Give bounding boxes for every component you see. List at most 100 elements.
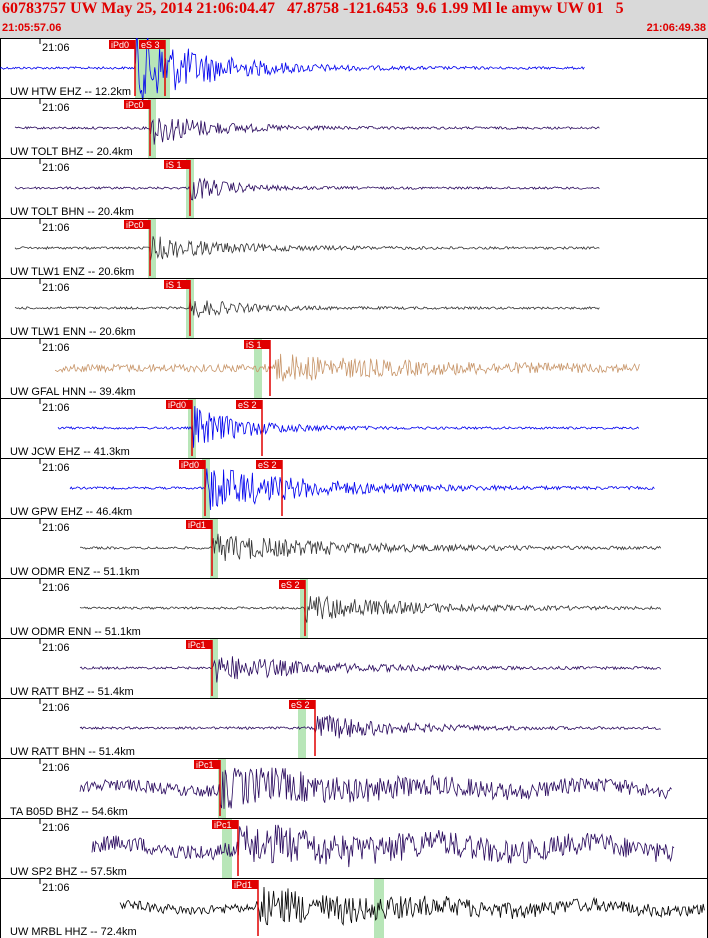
- trace-time: 21:06: [42, 282, 70, 294]
- trace-panel: iPd1 21:06 UW ODMR ENZ -- 51.1km: [0, 518, 708, 579]
- pick-label: iPc0: [126, 220, 144, 230]
- trace-time: 21:06: [42, 582, 70, 594]
- trace-panel: eS 2 21:06 UW ODMR ENN -- 51.1km: [0, 578, 708, 639]
- phase-pick[interactable]: iS 1: [164, 160, 191, 216]
- pick-label: eS 2: [238, 400, 257, 410]
- phase-pick[interactable]: iPd0: [109, 40, 136, 96]
- phase-pick[interactable]: iPd1: [186, 520, 213, 576]
- trace-time: 21:06: [42, 882, 70, 894]
- pick-label: iPd0: [181, 460, 199, 470]
- trace-time: 21:06: [42, 162, 70, 174]
- station-label: UW ODMR ENZ -- 51.1km: [10, 566, 140, 578]
- waveform: [54, 353, 640, 382]
- pick-label: eS 2: [281, 580, 300, 590]
- pick-label: eS 2: [258, 460, 277, 470]
- trace-time: 21:06: [42, 42, 70, 54]
- trace-panel: iPd0 eS 2 21:06 UW JCW EHZ -- 41.3km: [0, 398, 708, 459]
- pick-label: iPc0: [126, 100, 144, 110]
- trace-panel: iPc1 21:06 UW SP2 BHZ -- 57.5km: [0, 818, 708, 879]
- phase-pick[interactable]: eS 2: [289, 700, 316, 756]
- station-label: UW TLW1 ENN -- 20.6km: [10, 326, 136, 338]
- pick-label: iPd0: [111, 40, 129, 50]
- waveform: [79, 595, 662, 623]
- station-label: UW ODMR ENN -- 51.1km: [10, 626, 141, 638]
- phase-pick[interactable]: iPd1: [232, 880, 259, 936]
- pick-window: [254, 339, 262, 398]
- pick-label: iS 1: [166, 160, 182, 170]
- phase-pick[interactable]: iS 1: [244, 340, 271, 396]
- phase-pick[interactable]: iPc0: [124, 100, 151, 156]
- waveform: [69, 468, 655, 511]
- waveform: [14, 298, 600, 318]
- trace-time: 21:06: [42, 402, 70, 414]
- station-label: UW MRBL HHZ -- 72.4km: [10, 926, 137, 938]
- pick-window: [210, 639, 218, 698]
- station-label: UW SP2 BHZ -- 57.5km: [10, 866, 127, 878]
- waveform: [79, 714, 661, 739]
- seismogram-plot: iPd0 eS 3 21:06 UW HTW EHZ -- 12.2km iPc0 21:…: [0, 38, 708, 938]
- station-label: UW TOLT BHZ -- 20.4km: [10, 146, 133, 158]
- pick-window: [298, 699, 306, 758]
- trace-panel: iPd0 eS 3 21:06 UW HTW EHZ -- 12.2km: [0, 38, 708, 105]
- phase-pick[interactable]: iPc1: [186, 640, 213, 696]
- pick-window: [202, 459, 210, 518]
- station-label: UW JCW EHZ -- 41.3km: [10, 446, 130, 458]
- waveform: [79, 533, 662, 562]
- end-time: 21:06:49.38: [646, 22, 706, 34]
- pick-label: iPd0: [168, 400, 186, 410]
- station-label: UW GPW EHZ -- 46.4km: [10, 506, 132, 518]
- waveform: [14, 177, 600, 201]
- phase-pick[interactable]: eS 2: [279, 580, 306, 636]
- trace-panel: eS 2 21:06 UW RATT BHN -- 51.4km: [0, 698, 708, 759]
- station-label: UW RATT BHN -- 51.4km: [10, 746, 135, 758]
- phase-pick[interactable]: iPd0: [179, 460, 206, 516]
- station-label: UW GFAL HNN -- 39.4km: [10, 386, 136, 398]
- trace-panel: iS 1 21:06 UW TOLT BHN -- 20.4km: [0, 158, 708, 219]
- record-header: 60783757 UW May 25, 2014 21:06:04.47 47.…: [0, 0, 708, 38]
- event-title: 60783757 UW May 25, 2014 21:06:04.47 47.…: [2, 0, 624, 17]
- trace-time: 21:06: [42, 642, 70, 654]
- trace-panel: iPd1 21:06 UW MRBL HHZ -- 72.4km: [0, 878, 708, 938]
- station-label: UW HTW EHZ -- 12.2km: [10, 86, 131, 98]
- phase-pick[interactable]: eS 2: [256, 460, 283, 516]
- phase-pick[interactable]: iPc0: [124, 220, 151, 276]
- waveform: [14, 236, 600, 261]
- pick-window: [148, 99, 156, 158]
- trace-time: 21:06: [42, 462, 70, 474]
- waveform: [91, 824, 675, 868]
- waveform: [57, 406, 640, 448]
- phase-pick[interactable]: iPc1: [212, 820, 239, 876]
- pick-label: iPd1: [234, 880, 252, 890]
- pick-label: iPc1: [196, 760, 214, 770]
- pick-label: iS 1: [246, 340, 262, 350]
- waveform: [119, 886, 705, 926]
- phase-pick[interactable]: eS 3: [139, 40, 166, 96]
- station-label: UW RATT BHZ -- 51.4km: [10, 686, 134, 698]
- trace-panel: iS 1 21:06 UW TLW1 ENN -- 20.6km: [0, 278, 708, 339]
- trace-panel: iPc0 21:06 UW TLW1 ENZ -- 20.6km: [0, 218, 708, 279]
- pick-label: iPc1: [188, 640, 206, 650]
- trace-panel: iPd0 eS 2 21:06 UW GPW EHZ -- 46.4km: [0, 458, 708, 519]
- trace-time: 21:06: [42, 222, 70, 234]
- waveform: [79, 767, 672, 809]
- waveform: [0, 38, 585, 105]
- station-label: TA B05D BHZ -- 54.6km: [10, 806, 128, 818]
- trace-time: 21:06: [42, 342, 70, 354]
- trace-time: 21:06: [42, 762, 70, 774]
- waveform: [79, 656, 662, 683]
- trace-time: 21:06: [42, 102, 70, 114]
- phase-pick[interactable]: eS 2: [236, 400, 263, 456]
- trace-time: 21:06: [42, 522, 70, 534]
- pick-label: iPc1: [214, 820, 232, 830]
- phase-pick[interactable]: iPc1: [194, 760, 221, 816]
- trace-time: 21:06: [42, 702, 70, 714]
- phase-pick[interactable]: iS 1: [164, 280, 191, 336]
- pick-label: eS 3: [141, 40, 160, 50]
- pick-label: iS 1: [166, 280, 182, 290]
- start-time: 21:05:57.06: [2, 22, 62, 34]
- pick-window: [222, 819, 232, 878]
- trace-time: 21:06: [42, 822, 70, 834]
- phase-pick[interactable]: iPd0: [166, 400, 193, 456]
- station-label: UW TLW1 ENZ -- 20.6km: [10, 266, 134, 278]
- trace-panel: iPc1 21:06 TA B05D BHZ -- 54.6km: [0, 758, 708, 819]
